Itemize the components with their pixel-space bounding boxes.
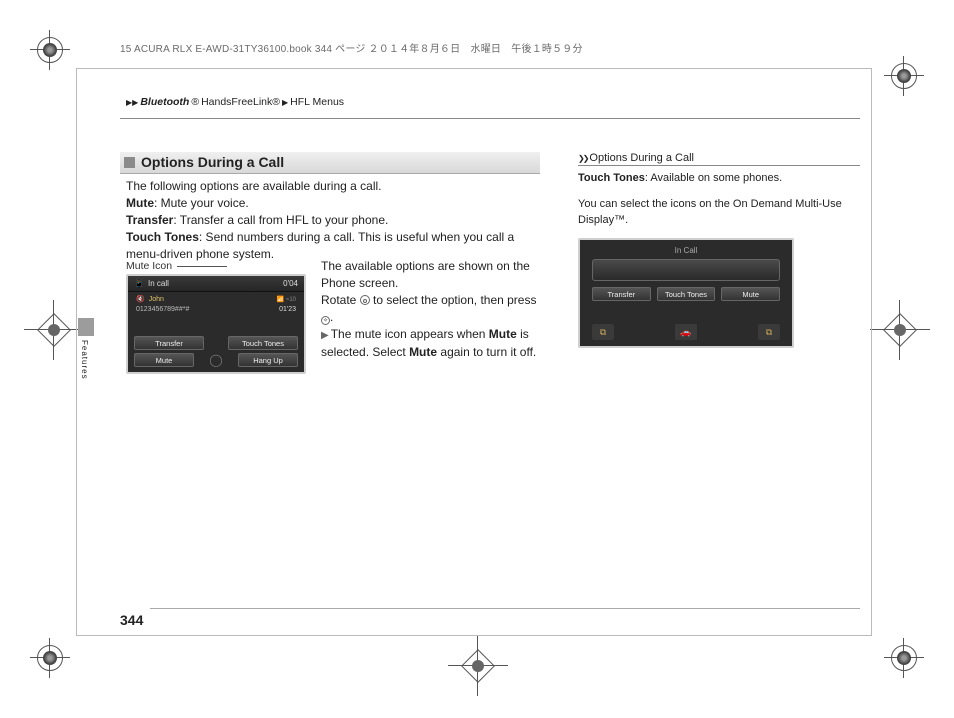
rotate-dial-icon [360,295,370,305]
front-defrost-icon: ⧉ [758,324,780,340]
screen-btn-hangup: Hang Up [238,353,298,367]
mute-desc: : Mute your voice. [154,196,249,210]
section-title-bar: Options During a Call [120,152,540,174]
registration-mark-left [24,300,84,360]
dial-icon: ◯ [209,353,222,367]
screen-btn-transfer: Transfer [134,336,204,350]
fig-desc-p3a: The mute icon appears when [331,327,489,341]
phone-screen-mock: 📱 In call 0'04 🔇 John 📶 ≈10 0123456789##… [126,274,306,374]
fig2-btn-tones: Touch Tones [657,287,716,301]
figure-mute-icon: Mute Icon 📱 In call 0'04 🔇 John 📶 ≈10 01… [126,260,308,374]
screen-btn-mute: Mute [134,353,194,367]
fig-desc-p1: The available options are shown on the P… [321,258,543,292]
breadcrumb-l3: HFL Menus [290,96,344,108]
sidebar-desc: You can select the icons on the On Deman… [578,196,860,228]
dialed-digits: 0123456789##*# [136,305,189,315]
fig2-btn-transfer: Transfer [592,287,651,301]
registration-mark-tr [884,56,924,96]
section-title: Options During a Call [141,154,284,170]
caller-name: John [149,295,164,305]
fig-desc-p2c: . [330,310,333,324]
tones-key: Touch Tones [126,230,199,244]
fig2-btn-mute: Mute [721,287,780,301]
chevron-icon: ▶▶ [126,98,138,107]
figure-label: Mute Icon [126,260,172,272]
incall-label: In call [148,279,169,288]
breadcrumb-l1-mark: ® [191,96,199,108]
breadcrumb: ▶▶ Bluetooth® HandsFreeLink® ▶ HFL Menus [126,96,344,108]
signal-icon: 📶 ≈10 [277,295,296,305]
transfer-desc: : Transfer a call from HFL to your phone… [173,213,388,227]
sidebar-header: Options During a Call [589,152,694,164]
fig-desc-p3b: Mute [489,327,517,341]
registration-mark-br [884,638,924,678]
registration-mark-tl [30,30,70,70]
fig2-title: In Call [580,240,792,255]
phone-icon: 📱 [134,279,144,288]
breadcrumb-l2: HandsFreeLink® [201,96,280,108]
fig-desc-p2b: to select the option, then press [370,293,537,307]
features-tab-label: Features [80,340,89,380]
mute-key: Mute [126,196,154,210]
fig-desc-p2a: Rotate [321,293,360,307]
call-timer-small: 0'04 [283,279,298,288]
sidebar-note: ❯❯ Options During a Call Touch Tones: Av… [578,152,860,348]
fig2-main-bar [592,259,780,281]
body-text: The following options are available duri… [126,178,540,263]
page-number: 344 [120,612,143,628]
car-icon: 🚗 [675,324,697,340]
fig-desc-p3e: again to turn it off. [437,345,536,359]
registration-mark-bottom [448,636,508,696]
registration-mark-bl [30,638,70,678]
mute-icon: 🔇 [136,295,145,305]
features-tab [78,318,94,336]
footer-rule [150,608,860,609]
leader-line [177,266,227,267]
breadcrumb-l1: Bluetooth [140,96,189,108]
sidebar-touch-val: : Available on some phones. [645,172,782,184]
transfer-key: Transfer [126,213,173,227]
press-icon: ✧ [321,316,330,325]
ondemand-display-mock: In Call Transfer Touch Tones Mute ⧉ 🚗 ⧉ [578,238,794,348]
book-info-header: 15 ACURA RLX E-AWD-31TY36100.book 344 ペー… [120,40,583,55]
sidebar-touch-key: Touch Tones [578,172,645,184]
call-timer: 01'23 [279,305,296,315]
intro-text: The following options are available duri… [126,178,540,195]
triangle-bullet-icon: ▶ [321,330,329,341]
chevron-icon: ❯❯ [578,154,587,163]
chevron-icon: ▶ [282,98,288,107]
rear-defrost-icon: ⧉ [592,324,614,340]
fig-desc-p3d: Mute [409,345,437,359]
header-rule [120,118,860,119]
figure-description: The available options are shown on the P… [321,258,543,361]
screen-btn-tones: Touch Tones [228,336,298,350]
registration-mark-right [870,300,930,360]
section-bullet-icon [124,157,135,168]
